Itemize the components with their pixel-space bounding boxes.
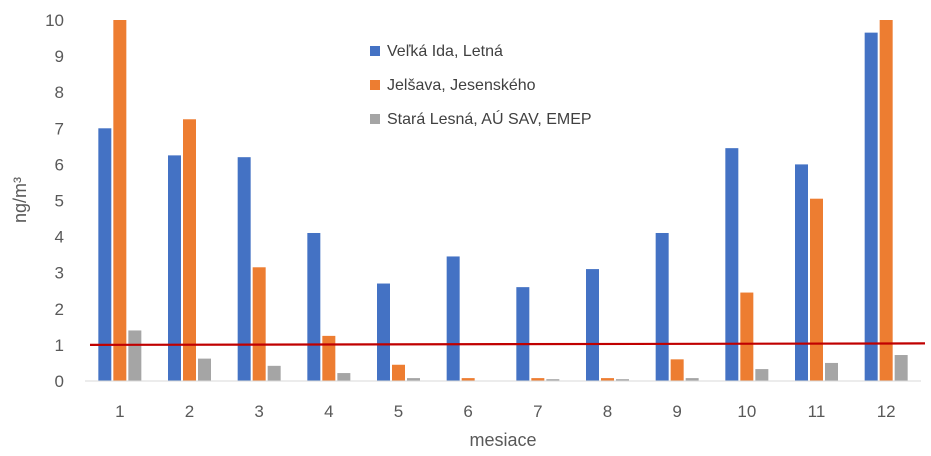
legend-label-s3: Stará Lesná, AÚ SAV, EMEP [387,109,592,128]
bar-s3-m3 [267,365,281,381]
bar-s2-m6 [461,378,475,381]
y-tick-label: 10 [45,11,64,30]
bar-s1-m1 [98,128,112,381]
x-tick-label: 11 [808,402,826,421]
reference-line [89,342,926,346]
bar-s1-m9 [655,232,669,381]
bar-s3-m2 [198,358,211,381]
x-tick-label: 1 [115,402,124,421]
x-tick-label: 7 [533,402,542,421]
x-tick-label: 9 [672,402,681,421]
legend-swatch-s2 [370,80,380,90]
bar-s1-m5 [377,283,390,381]
bar-s3-m7 [546,379,560,381]
y-tick-label: 2 [55,300,64,319]
bar-s3-m10 [755,369,769,381]
y-tick-label: 7 [55,119,64,138]
y-tick-label: 0 [55,372,64,391]
bar-s2-m5 [392,364,405,381]
legend-label-s1: Veľká Ida, Letná [387,43,503,60]
bars-layer [98,20,908,382]
x-tick-label: 2 [185,402,194,421]
bar-s3-m11 [825,362,838,381]
x-tick-label: 5 [394,402,403,421]
x-tick-label: 10 [737,402,756,421]
bar-s1-m4 [307,232,321,381]
x-tick-label: 3 [254,402,263,421]
bar-s2-m7 [531,378,545,381]
x-tick-label: 12 [877,402,896,421]
bar-s3-m12 [894,355,908,381]
x-tick-label: 4 [324,402,333,421]
bar-s2-m1 [113,20,127,381]
bar-s1-m8 [586,269,599,381]
bar-s1-m10 [725,148,739,381]
legend-swatch-s1 [370,46,380,56]
bar-s1-m12 [864,32,878,381]
y-tick-label: 4 [55,228,64,247]
bar-s1-m2 [168,155,181,381]
x-tick-label: 6 [463,402,472,421]
y-axis-title: ng/m³ [10,177,30,223]
bar-s3-m1 [128,330,142,381]
y-tick-label: 1 [55,336,64,355]
bar-s2-m2 [183,119,196,382]
bar-s2-m9 [670,359,684,381]
y-tick-label: 6 [55,155,64,174]
bar-s2-m11 [810,198,823,381]
bar-s2-m3 [252,267,266,381]
legend-swatch-s3 [370,114,380,124]
bar-s2-m8 [601,378,614,381]
y-tick-label: 9 [55,47,64,66]
bar-s1-m7 [516,287,530,381]
y-tick-label: 5 [55,192,64,211]
bar-s1-m6 [446,256,460,381]
bar-s3-m9 [685,378,699,381]
x-axis-title: mesiace [469,430,536,450]
y-tick-label: 3 [55,264,64,283]
bar-s3-m4 [337,373,351,381]
x-tick-label: 8 [603,402,612,421]
legend-label-s2: Jelšava, Jesenského [387,77,536,94]
bar-s1-m3 [237,157,251,381]
bar-s2-m4 [322,335,336,381]
bar-s1-m11 [795,164,808,381]
bar-s3-m8 [616,379,629,381]
y-tick-label: 8 [55,83,64,102]
bar-s2-m10 [740,292,754,381]
y-axis-ticks: 0 1 2 3 4 5 6 7 8 9 10 [45,11,64,391]
bar-s3-m5 [407,378,420,381]
bar-s2-m12 [879,20,893,381]
x-axis-ticks: 1 2 3 4 5 6 7 8 9 10 11 12 [115,402,896,421]
legend: Veľká Ida, Letná Jelšava, Jesenského Stará… [370,43,592,128]
